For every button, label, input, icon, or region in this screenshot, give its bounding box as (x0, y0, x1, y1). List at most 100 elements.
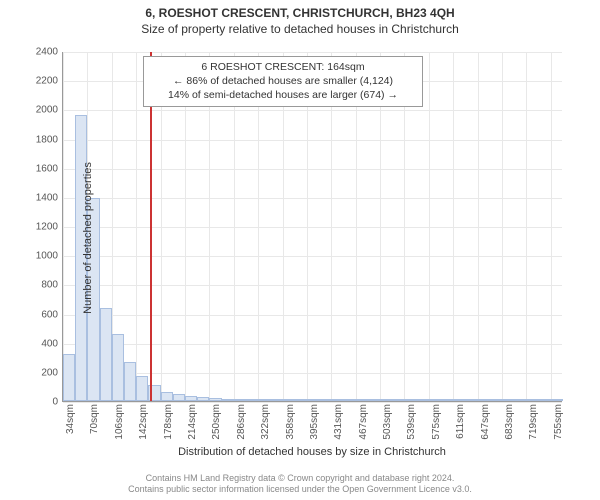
x-tick-label: 286sqm (236, 404, 247, 440)
histogram-bar (161, 392, 173, 401)
y-tick-label: 600 (18, 309, 58, 320)
gridline-h (63, 315, 562, 316)
x-tick-label: 683sqm (504, 404, 515, 440)
x-axis-label: Distribution of detached houses by size … (62, 446, 562, 458)
y-axis-label: Number of detached properties (82, 162, 94, 314)
y-tick-label: 2000 (18, 105, 58, 116)
subtitle: Size of property relative to detached ho… (0, 22, 600, 36)
x-tick-label: 395sqm (309, 404, 320, 440)
histogram-bar (100, 308, 112, 401)
histogram-bar (429, 399, 441, 401)
histogram-bar (209, 398, 221, 401)
histogram-bar (404, 399, 416, 401)
x-tick-label: 539sqm (406, 404, 417, 440)
histogram-bar (295, 399, 307, 401)
x-tick-label: 719sqm (528, 404, 539, 440)
histogram-bar (380, 399, 392, 401)
title-block: 6, ROESHOT CRESCENT, CHRISTCHURCH, BH23 … (0, 0, 600, 36)
histogram-bar (185, 396, 197, 401)
gridline-h (63, 256, 562, 257)
footer-line1: Contains HM Land Registry data © Crown c… (0, 473, 600, 485)
histogram-bar (124, 362, 136, 401)
gridline-h (63, 110, 562, 111)
x-tick-label: 106sqm (114, 404, 125, 440)
y-tick-label: 200 (18, 367, 58, 378)
y-tick-label: 2400 (18, 47, 58, 58)
histogram-bar (222, 399, 234, 401)
gridline-h (63, 140, 562, 141)
histogram-bar (234, 399, 246, 401)
gridline-h (63, 373, 562, 374)
histogram-bar (368, 399, 380, 401)
gridline-h (63, 227, 562, 228)
x-tick-label: 70sqm (89, 404, 100, 434)
gridline-h (63, 52, 562, 53)
footer-line2: Contains public sector information licen… (0, 484, 600, 496)
gridline-v (478, 52, 479, 401)
histogram-bar (112, 334, 124, 401)
gridline-h (63, 198, 562, 199)
gridline-v (63, 52, 64, 401)
x-tick-label: 611sqm (455, 404, 466, 439)
x-tick-label: 178sqm (163, 404, 174, 440)
annotation-line3: 14% of semi-detached houses are larger (… (150, 88, 416, 102)
annotation-box: 6 ROESHOT CRESCENT: 164sqm← 86% of detac… (143, 56, 423, 107)
x-tick-label: 214sqm (187, 404, 198, 440)
histogram-bar (258, 399, 270, 401)
address-line: 6, ROESHOT CRESCENT, CHRISTCHURCH, BH23 … (0, 6, 600, 20)
histogram-bar (490, 399, 502, 401)
gridline-h (63, 169, 562, 170)
y-tick-label: 1800 (18, 134, 58, 145)
y-tick-label: 1000 (18, 251, 58, 262)
histogram-bar (197, 397, 209, 401)
histogram-bar (502, 399, 514, 401)
chart-area: 6 ROESHOT CRESCENT: 164sqm← 86% of detac… (62, 52, 562, 424)
x-tick-label: 34sqm (65, 404, 76, 434)
histogram-bar (539, 399, 551, 401)
y-tick-label: 2200 (18, 76, 58, 87)
y-tick-label: 400 (18, 338, 58, 349)
annotation-line1: 6 ROESHOT CRESCENT: 164sqm (150, 60, 416, 74)
histogram-bar (441, 399, 453, 401)
histogram-bar (343, 399, 355, 401)
gridline-h (63, 344, 562, 345)
histogram-bar (465, 399, 477, 401)
gridline-v (136, 52, 137, 401)
histogram-bar (307, 399, 319, 401)
histogram-bar (319, 399, 331, 401)
footer: Contains HM Land Registry data © Crown c… (0, 473, 600, 496)
gridline-v (551, 52, 552, 401)
y-tick-label: 1400 (18, 192, 58, 203)
histogram-bar (246, 399, 258, 401)
y-tick-label: 800 (18, 280, 58, 291)
gridline-v (502, 52, 503, 401)
x-tick-label: 431sqm (333, 404, 344, 440)
x-tick-label: 250sqm (211, 404, 222, 440)
histogram-bar (417, 399, 429, 401)
annotation-line2: ← 86% of detached houses are smaller (4,… (150, 74, 416, 88)
histogram-bar (514, 399, 526, 401)
x-tick-label: 142sqm (138, 404, 149, 440)
histogram-bar (551, 399, 563, 401)
x-tick-label: 755sqm (553, 404, 564, 440)
y-tick-label: 0 (18, 397, 58, 408)
x-tick-label: 575sqm (431, 404, 442, 440)
gridline-h (63, 285, 562, 286)
histogram-bar (453, 399, 465, 401)
gridline-h (63, 402, 562, 403)
y-tick-label: 1600 (18, 163, 58, 174)
histogram-bar (63, 354, 75, 401)
x-tick-label: 322sqm (260, 404, 271, 440)
histogram-bar (478, 399, 490, 401)
histogram-bar (270, 399, 282, 401)
histogram-bar (331, 399, 343, 401)
x-tick-label: 503sqm (382, 404, 393, 440)
plot-region: 6 ROESHOT CRESCENT: 164sqm← 86% of detac… (62, 52, 562, 402)
gridline-v (453, 52, 454, 401)
x-tick-label: 647sqm (480, 404, 491, 440)
histogram-bar (392, 399, 404, 401)
gridline-v (429, 52, 430, 401)
histogram-bar (283, 399, 295, 401)
x-tick-label: 467sqm (358, 404, 369, 440)
gridline-v (526, 52, 527, 401)
